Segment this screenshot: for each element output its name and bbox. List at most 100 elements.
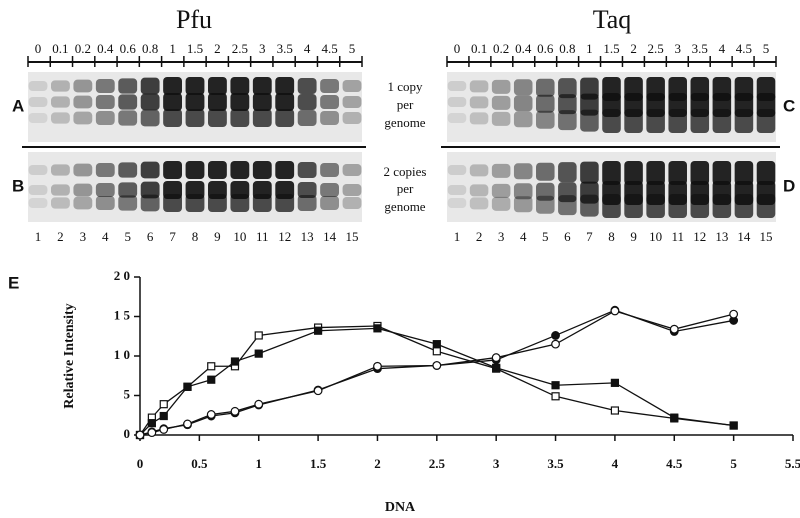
x-tick-label: 1 <box>255 456 262 471</box>
gel-band <box>513 196 533 213</box>
marker <box>373 361 382 371</box>
gel-band <box>140 93 160 111</box>
gel-band <box>51 96 70 108</box>
caption: per <box>397 97 414 112</box>
marker <box>254 331 263 340</box>
x-tick-label: 2.5 <box>429 456 446 471</box>
marker <box>135 430 145 440</box>
lane-amount: 0.1 <box>471 41 487 56</box>
marker <box>432 340 441 349</box>
gel-band <box>230 194 250 212</box>
lane-amount: 3.5 <box>692 41 708 56</box>
lane-number: 7 <box>586 229 593 244</box>
lane-number: 15 <box>760 229 773 244</box>
gel-band <box>275 93 295 111</box>
gel-band <box>95 79 115 93</box>
gel-band <box>185 77 205 95</box>
gel-band <box>28 81 48 91</box>
gel-band <box>208 109 227 127</box>
lane-amount: 5 <box>763 41 770 56</box>
gel-band <box>140 77 160 95</box>
marker <box>492 363 501 372</box>
caption: per <box>397 181 414 196</box>
gel-band <box>646 161 665 185</box>
lane-amount: 1 <box>586 41 593 56</box>
lane-number: 9 <box>214 229 221 244</box>
x-tick-label: 0.5 <box>191 456 208 471</box>
gel-band <box>602 109 621 133</box>
gel-band <box>95 183 115 197</box>
gel-band <box>163 194 182 212</box>
marker <box>254 349 263 358</box>
gel-band <box>118 78 138 94</box>
lane-amount: 4 <box>719 41 726 56</box>
marker <box>183 382 192 391</box>
lane-amount: 0.6 <box>537 41 554 56</box>
lane-amount: 0.6 <box>120 41 137 56</box>
gel-band <box>491 111 511 126</box>
lane-number: 14 <box>323 229 337 244</box>
caption: 1 copy <box>387 79 423 94</box>
lane-amount: 0 <box>35 41 42 56</box>
gel-band <box>252 93 272 111</box>
marker <box>729 421 738 430</box>
panel-letter: A <box>12 96 24 115</box>
gel-band <box>95 111 115 125</box>
lane-number: 11 <box>256 229 269 244</box>
gel-band <box>252 109 272 127</box>
gel-band <box>275 77 295 95</box>
marker <box>207 362 216 371</box>
gel-band <box>208 93 227 111</box>
lane-number: 13 <box>715 229 728 244</box>
gel-band <box>580 194 599 217</box>
gel-band <box>646 194 665 218</box>
gel-band <box>580 161 599 184</box>
marker <box>230 357 240 366</box>
gel-band <box>95 95 115 109</box>
gel-band <box>140 161 160 179</box>
gel-band <box>447 113 467 123</box>
marker <box>610 406 620 415</box>
marker <box>551 331 560 340</box>
gel-band <box>51 184 70 196</box>
lane-amount: 1 <box>169 41 176 56</box>
gel-band <box>447 198 467 208</box>
gel-band <box>668 109 687 133</box>
lane-number: 5 <box>542 229 549 244</box>
lane-amount: 5 <box>349 41 356 56</box>
gel-band <box>668 161 687 185</box>
gel-band <box>118 195 138 211</box>
gel-band <box>320 95 339 109</box>
gel-band <box>230 93 250 111</box>
gel-band <box>252 194 272 212</box>
lane-number: 13 <box>301 229 314 244</box>
marker <box>610 306 620 316</box>
y-tick-label: 2 0 <box>114 268 130 283</box>
gel-band <box>536 110 555 129</box>
lane-number: 14 <box>737 229 751 244</box>
gel-band <box>513 183 533 200</box>
gel-band <box>208 194 227 212</box>
gel-band <box>95 163 115 177</box>
lane-amount: 0 <box>454 41 461 56</box>
lane-number: 1 <box>35 229 42 244</box>
gel-band <box>95 196 115 210</box>
gel-band <box>163 77 182 95</box>
gel-band <box>51 197 70 209</box>
y-tick-label: 0 <box>124 426 131 441</box>
lane-number: 12 <box>693 229 706 244</box>
gel-band <box>469 112 489 125</box>
gel-band <box>469 96 489 109</box>
lane-amount: 2 <box>214 41 221 56</box>
gel-band <box>536 162 555 181</box>
gel-band <box>469 164 489 177</box>
gel-band <box>469 197 489 210</box>
marker <box>147 428 157 438</box>
lane-amount: 0.1 <box>52 41 68 56</box>
gel-band <box>297 78 317 94</box>
gel-band <box>230 109 250 127</box>
lane-amount: 3.5 <box>277 41 293 56</box>
marker <box>610 378 620 387</box>
lane-number: 2 <box>57 229 64 244</box>
y-tick-label: 5 <box>124 386 131 401</box>
